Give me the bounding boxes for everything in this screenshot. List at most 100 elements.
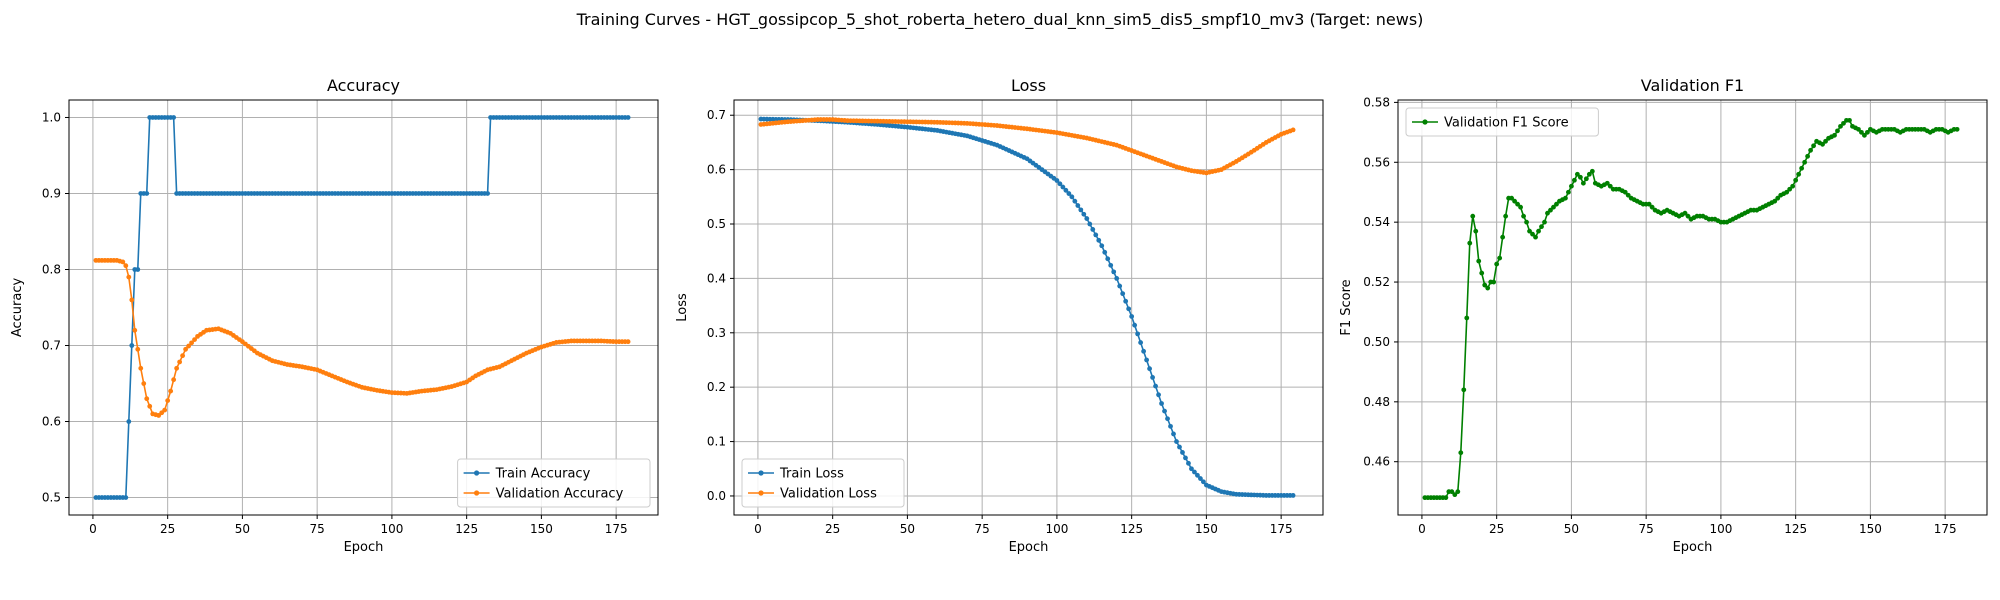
loss-legend-label: Train Loss xyxy=(779,467,844,482)
f1-data-point xyxy=(1682,210,1688,216)
f1-data-point xyxy=(1452,492,1458,498)
loss-data-point xyxy=(1060,184,1066,190)
accuracy-series-line xyxy=(95,116,629,499)
f1-data-point xyxy=(1790,183,1796,189)
accuracy-title: Accuracy xyxy=(327,76,400,95)
f1-data-point xyxy=(1521,213,1526,219)
accuracy-series-0 xyxy=(93,115,631,500)
loss-data-point xyxy=(1078,207,1084,213)
loss-data-point xyxy=(1290,493,1296,498)
f1-data-point xyxy=(1503,213,1509,219)
accuracy-legend-label: Train Accuracy xyxy=(495,467,591,482)
f1-series-0 xyxy=(1422,117,1960,501)
loss-data-point xyxy=(1090,227,1096,232)
accuracy-legend-marker xyxy=(474,490,480,496)
accuracy-xtick-label: 0 xyxy=(89,522,97,536)
f1-xtick-label: 0 xyxy=(1418,522,1426,536)
f1-ytick-label: 0.56 xyxy=(1363,155,1390,169)
accuracy-data-point xyxy=(129,343,135,348)
loss-data-point xyxy=(1138,340,1144,345)
loss-data-point xyxy=(1180,450,1185,455)
accuracy-data-point xyxy=(168,388,174,394)
loss-data-point xyxy=(1093,232,1099,238)
f1-xlabel: Epoch xyxy=(1673,540,1713,555)
f1-data-point xyxy=(1461,387,1467,393)
f1-data-point xyxy=(1784,189,1790,195)
loss-data-point xyxy=(1129,314,1135,319)
loss-data-point xyxy=(1069,194,1075,200)
loss-data-point xyxy=(1183,455,1188,461)
f1-data-point xyxy=(1536,228,1541,234)
loss-legend-box xyxy=(741,458,905,508)
accuracy-legend: Train Accuracy Validation Accuracy xyxy=(457,458,651,508)
accuracy-data-point xyxy=(186,343,191,349)
f1-data-point xyxy=(1820,141,1825,147)
f1-data-point xyxy=(1772,198,1778,204)
loss-data-point xyxy=(1162,408,1167,414)
f1-xtick-label: 100 xyxy=(1709,522,1732,536)
f1-data-point xyxy=(1604,180,1610,186)
f1-data-point xyxy=(1832,132,1837,138)
f1-data-point xyxy=(1649,204,1655,210)
accuracy-data-point xyxy=(171,377,177,383)
f1-data-point xyxy=(1799,165,1805,171)
loss-data-point xyxy=(1165,416,1170,422)
loss-data-point xyxy=(1096,237,1102,243)
accuracy-data-point xyxy=(135,267,141,272)
f1-data-point xyxy=(1572,177,1577,183)
loss-data-point xyxy=(1084,216,1090,221)
accuracy-data-point xyxy=(189,340,194,346)
f1-data-point xyxy=(1607,183,1613,189)
loss-data-point xyxy=(1126,306,1132,312)
f1-data-point xyxy=(1580,180,1586,186)
accuracy-data-point xyxy=(129,297,135,303)
f1-ytick-label: 0.58 xyxy=(1363,95,1390,109)
accuracy-ytick-label: 0.9 xyxy=(42,186,61,200)
loss-data-point xyxy=(1144,357,1149,363)
f1-data-point xyxy=(1539,224,1544,230)
accuracy-data-point xyxy=(144,396,150,402)
accuracy-data-point xyxy=(132,327,138,333)
accuracy-data-point xyxy=(123,263,129,269)
f1-data-point xyxy=(1548,207,1553,213)
accuracy-xtick-label: 75 xyxy=(310,522,325,536)
f1-data-point xyxy=(1841,120,1846,126)
loss-data-point xyxy=(1081,211,1087,217)
loss-data-point xyxy=(1072,198,1078,204)
loss-xtick-label: 125 xyxy=(1120,522,1143,536)
f1-data-point xyxy=(1563,195,1568,201)
f1-data-point xyxy=(1862,132,1867,138)
loss-data-point xyxy=(1174,439,1179,444)
f1-data-point xyxy=(1476,258,1482,264)
loss-data-point xyxy=(1147,366,1152,372)
panel-loss: 0 25 50 75 100 125 150 175 0.0 0.1 0.2 0.3 0.4 0.5 0.6… xyxy=(675,76,1324,555)
accuracy-xtick-label: 150 xyxy=(530,522,553,536)
f1-data-point xyxy=(1467,240,1473,246)
loss-series-line xyxy=(760,118,1294,497)
loss-data-point xyxy=(1290,127,1296,133)
f1-ytick-label: 0.52 xyxy=(1363,275,1390,289)
f1-data-point xyxy=(1589,168,1595,174)
panel-f1: 0 25 50 75 100 125 150 175 0.46 0.48 0.50 0.52 0.54 0… xyxy=(1339,76,1988,555)
f1-ytick-label: 0.46 xyxy=(1363,455,1390,469)
accuracy-data-point xyxy=(625,339,631,345)
loss-legend-marker xyxy=(758,470,764,476)
accuracy-data-point xyxy=(126,419,132,424)
loss-xtick-label: 100 xyxy=(1045,522,1068,536)
loss-ytick-label: 0.2 xyxy=(707,380,726,394)
loss-series-0 xyxy=(758,116,1296,498)
loss-ytick-label: 0.3 xyxy=(707,326,726,340)
loss-series-1 xyxy=(758,117,1296,176)
f1-data-point xyxy=(1542,219,1547,225)
f1-series-line xyxy=(1424,119,1958,499)
loss-data-point xyxy=(1087,221,1093,227)
accuracy-data-point xyxy=(162,407,168,413)
accuracy-data-point xyxy=(126,274,132,280)
loss-data-point xyxy=(1063,187,1069,193)
loss-xtick-label: 50 xyxy=(900,522,915,536)
f1-data-point xyxy=(1524,219,1529,225)
accuracy-data-point xyxy=(183,346,189,352)
loss-data-point xyxy=(1075,203,1081,208)
loss-data-point xyxy=(1177,444,1182,450)
f1-data-point xyxy=(1545,210,1550,216)
